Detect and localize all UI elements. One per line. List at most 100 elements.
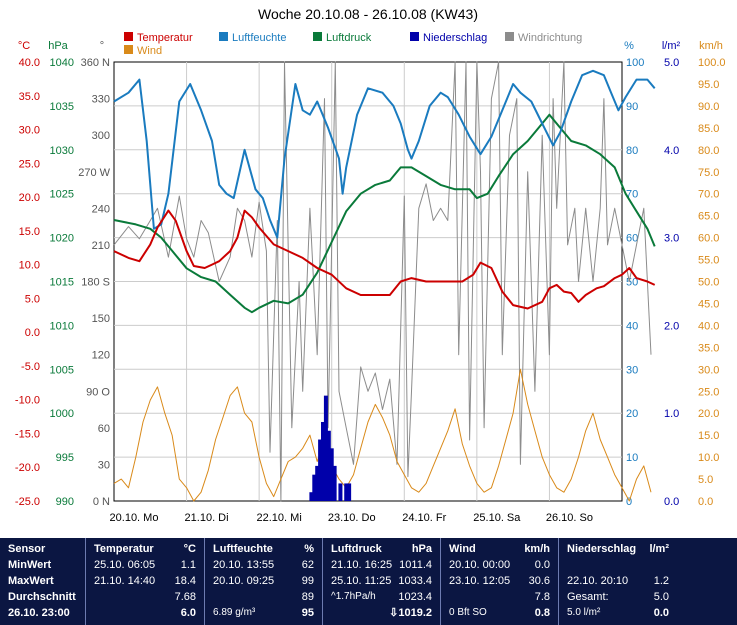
hum-unit: % xyxy=(304,543,314,555)
series-temperatur xyxy=(113,209,656,310)
temp-tick-10: -10.0 xyxy=(15,395,40,407)
hum-tick-8: 20 xyxy=(626,408,638,420)
x-label-2: 22.10. Mi xyxy=(257,512,302,524)
hum-min-value: 62 xyxy=(301,559,314,571)
press-tick-9: 995 xyxy=(56,452,74,464)
press-tick-7: 1005 xyxy=(50,364,74,376)
stats-col-temperature: Temperatur °C 25.10. 06:05 1.1 21.10. 14:4… xyxy=(86,538,205,625)
press-tick-0: 1040 xyxy=(50,57,74,69)
hum-tick-7: 30 xyxy=(626,364,638,376)
stats-panel: Sensor MinWert MaxWert Durchschnitt 26.1… xyxy=(0,538,737,625)
rain-bar-5 xyxy=(323,395,328,501)
wind-min-time: 20.10. 00:00 xyxy=(449,559,511,571)
press-avg: 1023.4 xyxy=(398,591,432,603)
temp-tick-13: -25.0 xyxy=(15,496,40,508)
wind-max-time: 23.10. 12:05 xyxy=(449,575,511,587)
dir-tick-9: 90 O xyxy=(86,386,110,398)
temp-tick-12: -20.0 xyxy=(15,462,40,474)
wind-tick-4: 80.0 xyxy=(698,145,719,157)
series-luftdruck xyxy=(113,113,656,314)
rain-bar-10 xyxy=(344,483,349,501)
wind-tick-13: 35.0 xyxy=(698,342,719,354)
dir-tick-1: 330 xyxy=(92,94,110,106)
dir-tick-5: 210 xyxy=(92,240,110,252)
series-windrichtung xyxy=(113,61,652,502)
press-tick-3: 1025 xyxy=(50,189,74,201)
press-min-value: 1011.4 xyxy=(399,559,432,571)
label-sensor: Sensor xyxy=(8,543,46,555)
hum-tick-1: 90 xyxy=(626,101,638,113)
rain-bar-6 xyxy=(326,430,331,501)
grid xyxy=(114,62,622,501)
press-tick-5: 1015 xyxy=(50,277,74,289)
stats-col-labels: Sensor MinWert MaxWert Durchschnitt 26.1… xyxy=(0,538,86,625)
legend-label-1: Luftfeuchte xyxy=(232,32,286,44)
press-tick-2: 1030 xyxy=(50,145,74,157)
rain-bar-2 xyxy=(315,465,320,501)
press-tick-6: 1010 xyxy=(50,320,74,332)
hum-avg: 89 xyxy=(301,591,314,603)
hum-now-absolute: 6.89 g/m³ xyxy=(213,607,256,618)
wind-tick-7: 65.0 xyxy=(698,211,719,223)
hum-max-value: 99 xyxy=(301,575,314,587)
dir-tick-7: 150 xyxy=(92,313,110,325)
rain-tick-3: 2.0 xyxy=(664,320,679,332)
hum-tick-9: 10 xyxy=(626,452,638,464)
hum-tick-10: 0 xyxy=(626,496,632,508)
wind-tick-19: 5.0 xyxy=(698,474,713,486)
wind-tick-18: 10.0 xyxy=(698,452,719,464)
hum-now: 95 xyxy=(301,607,314,619)
dir-tick-8: 120 xyxy=(92,350,110,362)
temp-tick-0: 40.0 xyxy=(19,57,40,69)
wind-max-value: 30.6 xyxy=(528,575,550,587)
press-unit: hPa xyxy=(48,40,68,52)
rain-bar-0 xyxy=(309,492,314,501)
temp-min-time: 25.10. 06:05 xyxy=(94,559,156,571)
wind-now: 0.8 xyxy=(534,607,550,619)
temp-tick-7: 5.0 xyxy=(25,293,40,305)
press-tick-1: 1035 xyxy=(50,101,74,113)
wind-tick-16: 20.0 xyxy=(698,408,719,420)
x-label-5: 25.10. Sa xyxy=(473,512,521,524)
wind-unit: km/h xyxy=(524,543,550,555)
rain-now-sum: 5.0 l/m² xyxy=(567,607,601,618)
rain-tick-2: 3.0 xyxy=(664,233,679,245)
hum-tick-2: 80 xyxy=(626,145,638,157)
press-title: Luftdruck xyxy=(331,543,382,555)
legend-swatch-2 xyxy=(313,32,322,41)
dir-tick-10: 60 xyxy=(98,423,110,435)
stats-col-rain: Niederschlag l/m² 22.10. 20:10 1.2 Gesamt:… xyxy=(559,538,677,625)
x-label-3: 23.10. Do xyxy=(328,512,376,524)
axes: 40.0 35.0 30.0 25.0 20.0 15.0 10.0 5.0 0.0 -5.0 -1… xyxy=(15,40,726,508)
rain-bar-4 xyxy=(321,421,326,501)
dir-tick-11: 30 xyxy=(98,459,110,471)
rain-now: 0.0 xyxy=(653,607,669,619)
legend-swatch-0 xyxy=(124,32,133,41)
rain-tick-4: 1.0 xyxy=(664,408,679,420)
wind-tick-11: 45.0 xyxy=(698,298,719,310)
x-axis-labels: 20.10. Mo 21.10. Di 22.10. Mi 23.10. Do 24.1… xyxy=(110,512,593,524)
legend-swatch-5 xyxy=(124,45,133,54)
temp-tick-8: 0.0 xyxy=(25,327,40,339)
stats-col-humidity: Luftfeuchte% 20.10. 13:55 62 20.10. 09:25… xyxy=(205,538,323,625)
press-now: 1019.2 xyxy=(398,607,432,619)
dir-unit: ° xyxy=(100,40,104,52)
wind-tick-0: 100.0 xyxy=(698,57,726,69)
legend-label-5: Wind xyxy=(137,45,162,57)
rain-bar-7 xyxy=(329,448,334,501)
wind-tick-8: 60.0 xyxy=(698,233,719,245)
dir-tick-3: 270 W xyxy=(78,167,110,179)
wind-tick-5: 75.0 xyxy=(698,167,719,179)
temp-title: Temperatur xyxy=(94,543,154,555)
label-now: 26.10. 23:00 xyxy=(8,607,70,619)
data-marks xyxy=(113,61,656,502)
temp-tick-9: -5.0 xyxy=(21,361,40,373)
hum-tick-0: 100 xyxy=(626,57,644,69)
temp-unit: °C xyxy=(18,40,30,52)
series-wind xyxy=(113,368,652,502)
chart-title: Woche 20.10.08 - 26.10.08 (KW43) xyxy=(258,6,478,22)
legend-label-3: Niederschlag xyxy=(423,32,487,44)
wind-tick-12: 40.0 xyxy=(698,320,719,332)
wind-tick-6: 70.0 xyxy=(698,189,719,201)
press-now-wrap: ⇩1019.2 xyxy=(389,605,432,621)
